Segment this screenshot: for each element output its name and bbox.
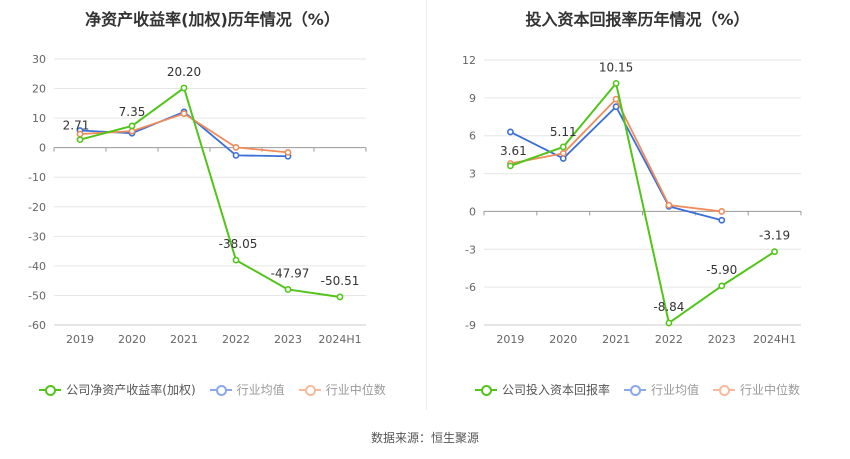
data-point [718,208,726,215]
legend-label: 行业中位数 [740,383,801,397]
legend-swatch [713,384,735,396]
x-tick-label: 2022 [222,333,250,346]
y-tick-label: 12 [462,54,476,67]
roe-chart-title: 净资产收益率(加权)历年情况（%） [85,10,340,29]
y-tick-label: -20 [28,201,46,214]
series-line [510,82,776,324]
data-point [612,79,620,87]
x-tick-label: 2019 [496,333,524,346]
y-tick-label: 3 [469,168,476,181]
data-point [612,103,620,111]
legend-label: 行业均值 [236,383,285,397]
legend-item[interactable]: 公司净资产收益率(加权) [39,381,196,398]
roic-chart-plot: 12 9 6 3 0 -3 -6 -9 2019 2020 2021 2022 2023 2024H1 3.… [462,54,802,346]
data-label: -8.84 [653,300,684,314]
data-label: 3.61 [500,144,527,158]
data-point [284,286,292,293]
x-tick-label: 2021 [602,333,630,346]
data-point [507,128,514,136]
legend-swatch [209,384,232,396]
y-tick-label: 10 [32,112,46,125]
legend-item[interactable]: 行业均值 [623,381,699,398]
data-point [232,143,240,151]
y-tick-label: 6 [469,130,476,143]
data-point [718,216,726,224]
y-tick-label: 0 [39,142,46,155]
data-point [665,319,673,327]
x-tick-label: 2020 [549,333,577,346]
data-source-note: 数据来源：恒生聚源 [370,431,479,445]
roic-chart-legend: 公司投入资本回报率 行业均值 行业中位数 [425,381,850,398]
data-label: -5.90 [706,263,737,277]
legend-label: 行业中位数 [325,383,386,397]
data-label: -3.19 [759,229,790,243]
y-tick-label: 20 [32,83,46,96]
roe-chart-legend: 公司净资产收益率(加权) 行业均值 行业中位数 [0,381,425,398]
data-label: 2.71 [63,119,90,133]
x-tick-label: 2024H1 [318,333,361,346]
roe-chart-panel: 净资产收益率(加权)历年情况（%） 30 20 10 0 -10 -20 -30 -40 -50… [0,0,425,420]
legend-label: 公司投入资本回报率 [501,383,610,397]
legend-item[interactable]: 公司投入资本回报率 [474,381,610,398]
legend-swatch [298,384,321,396]
legend-item[interactable]: 行业中位数 [298,381,386,398]
y-tick-label: -60 [28,319,46,332]
series-line [510,105,722,222]
x-tick-label: 2019 [66,333,94,346]
roe-chart-plot: 30 20 10 0 -10 -20 -30 -40 -50 -60 2019 2020 2021 202… [28,53,367,346]
y-tick-label: -10 [28,171,46,184]
y-tick-label: -6 [465,281,476,294]
data-point [128,122,136,130]
y-tick-label: 9 [469,92,476,105]
data-point [180,110,188,118]
series-line [79,112,289,154]
data-point [559,143,567,151]
data-point [507,162,514,170]
legend-swatch [623,384,646,396]
data-point [76,136,84,144]
data-point [284,148,292,156]
legend-swatch [474,384,497,396]
y-tick-label: -3 [465,243,476,256]
roic-chart-title: 投入资本回报率历年情况（%） [525,10,750,29]
x-tick-label: 2023 [708,333,736,346]
data-point [718,282,726,290]
x-tick-label: 2020 [118,333,146,346]
roic-chart-panel: 投入资本回报率历年情况（%） 12 9 6 3 0 -3 -6 -9 2019 2020 2021 2… [425,0,850,420]
y-tick-label: 0 [469,205,476,218]
data-label: 5.11 [550,125,577,139]
data-point [336,293,344,301]
data-point [559,149,567,157]
data-point [180,84,188,92]
y-tick-label: -40 [28,260,46,273]
y-tick-label: -30 [28,230,46,243]
panel-divider [426,0,427,410]
y-tick-label: 30 [32,53,46,66]
legend-label: 公司净资产收益率(加权) [66,383,196,397]
x-tick-label: 2024H1 [753,333,796,346]
series-line [79,86,341,298]
data-point [771,248,778,256]
data-label: -47.97 [271,266,310,280]
legend-label: 行业均值 [650,383,699,397]
data-point [665,201,673,209]
y-tick-label: -50 [28,289,46,302]
x-tick-label: 2021 [170,333,198,346]
legend-item[interactable]: 行业中位数 [713,381,800,398]
data-point [232,256,240,264]
data-label: 10.15 [599,60,633,74]
data-label: -38.05 [219,237,258,251]
legend-swatch [39,384,62,396]
data-point [232,151,240,159]
data-point [612,95,620,103]
y-tick-label: -9 [465,319,476,332]
data-label: -50.51 [321,274,360,288]
data-label: 7.35 [119,105,146,119]
x-tick-label: 2022 [655,333,683,346]
x-tick-label: 2023 [274,333,302,346]
legend-item[interactable]: 行业均值 [209,381,285,398]
data-label: 20.20 [167,65,201,79]
